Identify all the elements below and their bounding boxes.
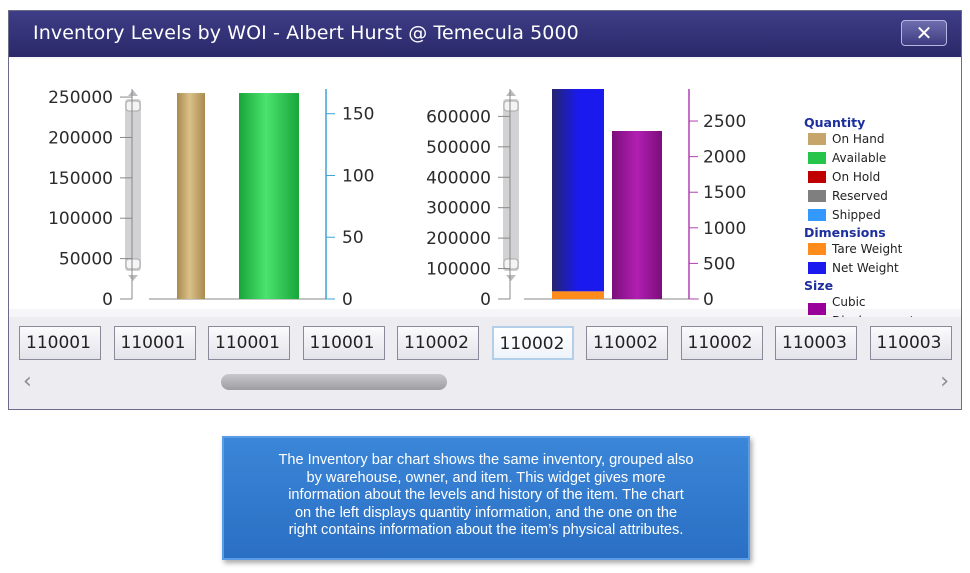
legend-item[interactable]: Available (804, 149, 954, 168)
right-chart: 600000 500000 400000 300000 200000 100000 0 25… (426, 89, 746, 309)
legend-heading: Quantity (804, 115, 866, 130)
legend-swatch (808, 303, 826, 315)
right-y2-tick-label: 1000 (703, 219, 746, 239)
legend-item[interactable]: Shipped (804, 206, 954, 225)
item-button[interactable]: 110002 (586, 326, 668, 360)
caption-line: by warehouse, owner, and item. This widg… (306, 469, 666, 486)
legend-label: Available (832, 151, 887, 165)
caption-box: The Inventory bar chart shows the same i… (222, 436, 750, 560)
left-chart: 250000 200000 150000 100000 50000 0 150 100 50 0 (48, 88, 374, 309)
left-y2-tick-label: 100 (342, 166, 374, 186)
right-slider-down-arrow-icon[interactable] (506, 275, 516, 281)
right-y-tick-label: 600000 (426, 107, 491, 127)
right-y2-tick-label: 1500 (703, 183, 746, 203)
scrollbar-thumb[interactable] (221, 374, 447, 390)
window-title: Inventory Levels by WOI - Albert Hurst @… (33, 22, 579, 44)
inventory-window: Inventory Levels by WOI - Albert Hurst @… (8, 10, 962, 410)
item-selector-strip: 110001 110001 110001 110001 110002 110002 1100… (9, 317, 961, 371)
right-zoom-slider-handle-bottom[interactable] (503, 258, 519, 270)
right-chart-left-ticks: 600000 500000 400000 300000 200000 100000 0 (426, 107, 510, 309)
bar-tare-weight[interactable] (552, 291, 604, 299)
legend-label: Shipped (832, 208, 881, 222)
item-button[interactable]: 110002 (491, 326, 574, 360)
legend-heading: Dimensions (804, 225, 886, 240)
item-button[interactable]: 110001 (113, 326, 196, 360)
bar-available[interactable] (239, 93, 299, 300)
right-y2-tick-label: 2500 (703, 112, 746, 132)
item-button[interactable]: 110003 (775, 326, 857, 360)
title-bar: Inventory Levels by WOI - Albert Hurst @… (9, 11, 961, 57)
legend-swatch (808, 262, 826, 274)
item-button[interactable]: 110002 (680, 326, 763, 360)
right-y-tick-label: 300000 (426, 199, 491, 219)
legend-label: Reserved (832, 189, 888, 203)
legend-swatch (808, 133, 826, 145)
right-chart-right-ticks: 2500 2000 1500 1000 500 0 (689, 112, 746, 309)
left-slider-up-arrow-icon[interactable] (128, 90, 138, 96)
item-button[interactable]: 110002 (397, 326, 479, 360)
left-y2-tick-label: 150 (342, 105, 374, 125)
legend-swatch (808, 243, 826, 255)
legend-heading: Size (804, 278, 834, 293)
left-y-tick-label: 200000 (48, 128, 113, 148)
legend-label: On Hold (832, 170, 881, 184)
item-button[interactable]: 110003 (869, 326, 952, 360)
left-y-tick-label: 100000 (48, 209, 113, 229)
right-zoom-slider-handle-top[interactable] (503, 100, 519, 112)
scroll-left-icon[interactable]: ‹ (23, 369, 32, 394)
caption-line: information about the levels and history… (288, 487, 684, 504)
bar-cubic-displacement[interactable] (612, 131, 662, 299)
left-chart-right-ticks: 150 100 50 0 (326, 105, 374, 309)
left-y-tick-label: 150000 (48, 169, 113, 189)
left-zoom-slider-handle-top[interactable] (125, 100, 141, 112)
right-y2-tick-label: 2000 (703, 148, 746, 168)
caption-line: right contains information about the ite… (288, 522, 684, 539)
bar-net-weight[interactable] (552, 89, 604, 292)
left-y-tick-label: 0 (102, 290, 113, 309)
legend-item[interactable]: On Hold (804, 168, 954, 187)
left-zoom-slider-handle-bottom[interactable] (125, 258, 141, 270)
item-button[interactable]: 110001 (19, 326, 101, 360)
legend-item[interactable]: Tare Weight (804, 240, 954, 259)
left-zoom-slider-track[interactable] (125, 99, 141, 271)
right-y2-tick-label: 500 (703, 254, 735, 274)
legend-swatch (808, 190, 826, 202)
chart-area: 250000 200000 150000 100000 50000 0 150 100 50 0 (9, 59, 961, 328)
item-button[interactable]: 110001 (208, 326, 290, 360)
right-slider-up-arrow-icon[interactable] (506, 90, 516, 96)
legend-item[interactable]: Reserved (804, 187, 954, 206)
chart-legend: Quantity On Hand Available On Hold Reserved S… (804, 115, 954, 331)
right-zoom-slider-track[interactable] (503, 99, 519, 271)
left-y2-tick-label: 50 (342, 228, 364, 248)
legend-item[interactable]: Net Weight (804, 259, 954, 278)
right-y-tick-label: 500000 (426, 138, 491, 158)
legend-swatch (808, 171, 826, 183)
legend-swatch (808, 152, 826, 164)
right-y-tick-label: 200000 (426, 229, 491, 249)
close-button[interactable]: ✕ (901, 20, 947, 46)
legend-label: Tare Weight (832, 242, 903, 256)
left-y-tick-label: 250000 (48, 88, 113, 108)
left-y2-tick-label: 0 (342, 290, 353, 309)
right-y-tick-label: 400000 (426, 168, 491, 188)
caption-line: on the left displays quantity informatio… (294, 504, 678, 521)
scroll-right-icon[interactable]: › (940, 369, 949, 394)
legend-label: Net Weight (832, 261, 899, 275)
bar-on-hand[interactable] (177, 93, 205, 300)
right-y-tick-label: 0 (480, 290, 491, 309)
left-chart-left-ticks: 250000 200000 150000 100000 50000 0 (48, 88, 132, 309)
legend-swatch (808, 209, 826, 221)
caption-line: The Inventory bar chart shows the same i… (278, 452, 694, 468)
right-y-tick-label: 100000 (426, 260, 491, 280)
close-icon: ✕ (915, 21, 933, 45)
left-slider-down-arrow-icon[interactable] (128, 275, 138, 281)
legend-label: On Hand (832, 132, 885, 146)
left-y-tick-label: 50000 (59, 250, 113, 270)
item-button[interactable]: 110001 (302, 326, 385, 360)
item-scrollbar[interactable]: ‹ › (9, 369, 961, 409)
legend-item[interactable]: On Hand (804, 130, 954, 149)
right-y2-tick-label: 0 (703, 290, 714, 309)
